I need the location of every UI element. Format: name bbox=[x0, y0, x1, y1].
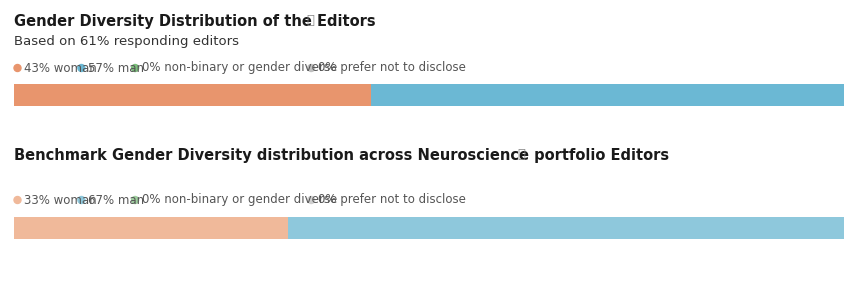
Text: 0% non-binary or gender diverse: 0% non-binary or gender diverse bbox=[142, 62, 337, 74]
Bar bbox=[288, 217, 844, 239]
Circle shape bbox=[308, 197, 315, 204]
Text: Gender Diversity Distribution of the Editors: Gender Diversity Distribution of the Edi… bbox=[14, 14, 376, 29]
Circle shape bbox=[78, 197, 85, 204]
Text: 0% prefer not to disclose: 0% prefer not to disclose bbox=[317, 62, 466, 74]
Circle shape bbox=[14, 197, 21, 204]
Text: ⓘ: ⓘ bbox=[517, 148, 525, 161]
Circle shape bbox=[78, 64, 85, 71]
Circle shape bbox=[131, 64, 139, 71]
Text: Benchmark Gender Diversity distribution across Neuroscience portfolio Editors: Benchmark Gender Diversity distribution … bbox=[14, 148, 669, 163]
Text: 57% man: 57% man bbox=[88, 62, 144, 74]
Text: 67% man: 67% man bbox=[88, 193, 144, 207]
Bar bbox=[14, 84, 371, 106]
Circle shape bbox=[308, 64, 315, 71]
Text: 0% non-binary or gender diverse: 0% non-binary or gender diverse bbox=[142, 193, 337, 207]
Text: Based on 61% responding editors: Based on 61% responding editors bbox=[14, 35, 239, 48]
Text: 43% woman: 43% woman bbox=[24, 62, 97, 74]
Text: 0% prefer not to disclose: 0% prefer not to disclose bbox=[317, 193, 466, 207]
Circle shape bbox=[14, 64, 21, 71]
Bar bbox=[371, 84, 844, 106]
Circle shape bbox=[131, 197, 139, 204]
Bar bbox=[14, 217, 288, 239]
Text: 33% woman: 33% woman bbox=[24, 193, 97, 207]
Text: ⓘ: ⓘ bbox=[306, 14, 314, 27]
